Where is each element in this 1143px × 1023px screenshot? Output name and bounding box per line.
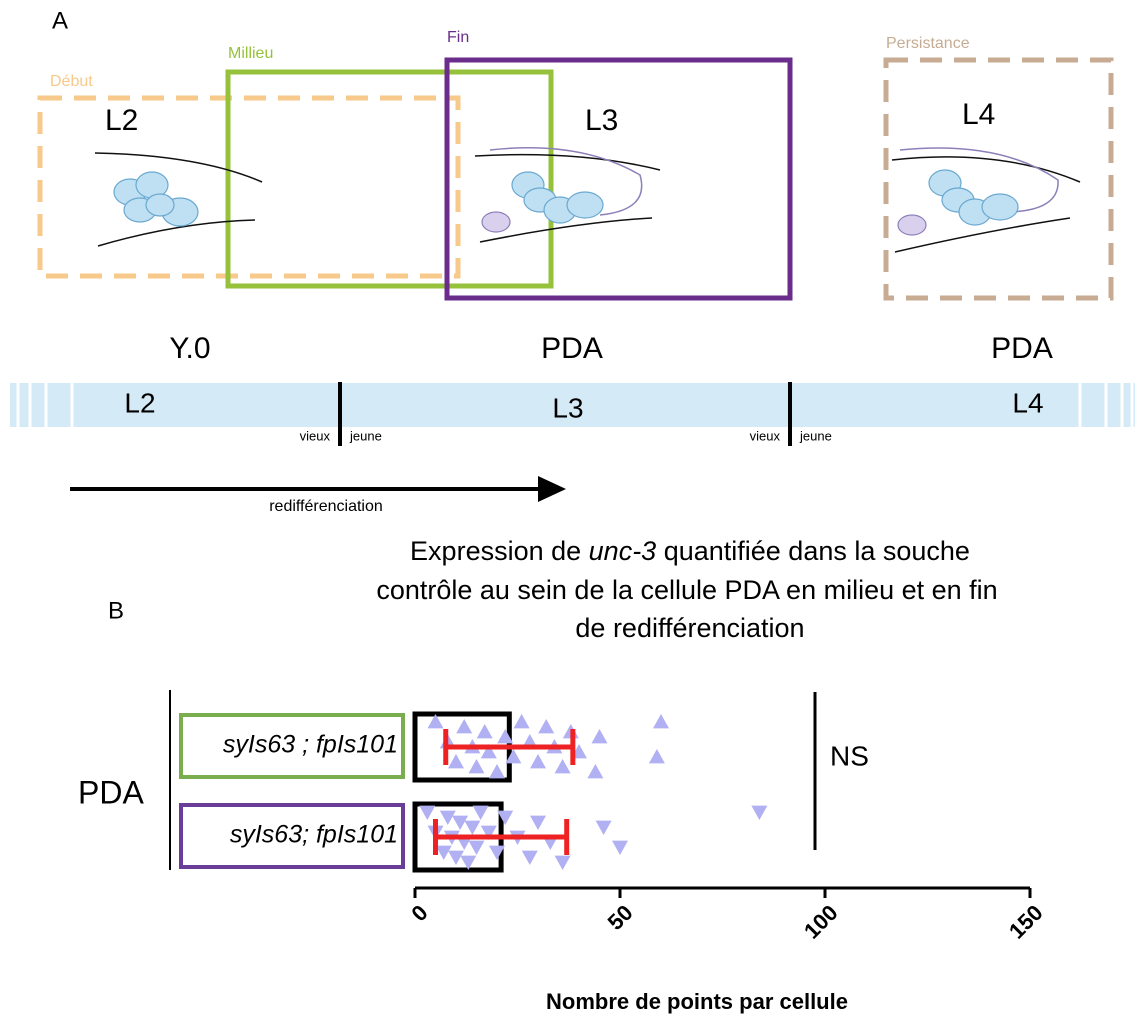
chart-title: contrôle au sein de la cellule PDA en mi… xyxy=(376,575,997,605)
stage-label: L4 xyxy=(962,98,995,131)
data-point xyxy=(448,850,464,865)
data-point xyxy=(472,805,489,820)
box-label: Début xyxy=(50,73,93,90)
data-point xyxy=(497,729,514,744)
box-debut xyxy=(37,95,461,279)
cell-cluster xyxy=(113,169,1019,227)
arrow-head xyxy=(538,476,566,502)
data-point xyxy=(460,855,477,870)
data-point xyxy=(476,724,493,739)
data-point xyxy=(554,855,571,870)
data-point xyxy=(587,764,604,779)
cell-label: Y.0 xyxy=(169,332,210,365)
chart-title: de redifférenciation xyxy=(575,613,804,643)
group-label: PDA xyxy=(78,774,144,810)
data-point xyxy=(505,749,522,764)
x-tick-label: 150 xyxy=(1004,900,1048,944)
data-point xyxy=(648,749,665,764)
box-persistance xyxy=(883,57,1114,301)
data-point xyxy=(448,754,464,769)
data-point xyxy=(419,805,436,820)
title-part: Expression de xyxy=(410,536,589,566)
pda-cell xyxy=(481,211,927,236)
data-point xyxy=(489,764,505,779)
box-label: Fin xyxy=(447,29,469,46)
category-label: syIs63 ; fpIs101 xyxy=(223,731,398,759)
title-part: unc-3 xyxy=(589,536,657,566)
data-point xyxy=(751,805,768,820)
x-tick-label: 100 xyxy=(799,900,843,944)
data-point xyxy=(612,840,628,855)
data-point xyxy=(468,840,485,855)
timeline-mark: vieux xyxy=(750,428,781,443)
data-point xyxy=(530,754,546,769)
timeline-stage: L4 xyxy=(1012,387,1043,418)
stage-label: L2 xyxy=(105,104,138,137)
worm-sketch xyxy=(94,147,1081,253)
box-fin xyxy=(444,57,793,301)
data-point xyxy=(513,714,530,729)
data-point xyxy=(489,845,505,860)
data-point xyxy=(468,759,485,774)
category-box xyxy=(179,803,405,869)
panel-label: A xyxy=(52,7,68,34)
timeline-stripes xyxy=(16,383,1134,427)
data-point xyxy=(480,825,497,840)
data-point xyxy=(521,850,538,865)
data-point xyxy=(464,820,481,835)
cell-label: PDA xyxy=(541,332,603,365)
timeline-mark: jeune xyxy=(799,428,832,443)
cell-label: PDA xyxy=(991,332,1053,365)
annotation: NS xyxy=(830,740,869,771)
x-tick-label: 50 xyxy=(603,900,638,935)
box-label: Millieu xyxy=(228,45,273,62)
panel-label: B xyxy=(108,597,124,624)
data-point xyxy=(497,810,514,825)
data-point xyxy=(538,719,555,734)
arrow-label: redifférenciation xyxy=(269,498,383,515)
title-part: quantifiée dans la souche xyxy=(656,536,970,566)
data-point xyxy=(530,815,546,830)
box-milieu xyxy=(225,69,554,289)
timeline xyxy=(10,383,1135,427)
x-axis-title: Nombre de points par cellule xyxy=(546,989,848,1014)
category-box xyxy=(179,713,405,779)
chart-title: Expression de unc-3 quantifiée dans la s… xyxy=(410,536,970,566)
data-point xyxy=(595,820,612,835)
data-point xyxy=(554,759,571,774)
data-point xyxy=(653,714,669,729)
box-label: Persistance xyxy=(886,35,970,52)
data-point xyxy=(439,810,456,825)
data-point xyxy=(591,729,608,744)
data-point xyxy=(452,815,469,830)
timeline-stage: L2 xyxy=(124,387,155,418)
timeline-mark: vieux xyxy=(300,428,331,443)
data-point xyxy=(480,744,497,759)
stage-label: L3 xyxy=(585,104,618,137)
plot: 0 50 100 150 syIs63 ; fpIs101 syIs63; fpIs101 xyxy=(179,711,1048,944)
data-point xyxy=(427,714,444,729)
category-label: syIs63; fpIs101 xyxy=(230,821,398,849)
timeline-mark: jeune xyxy=(349,428,382,443)
data-point xyxy=(456,719,473,734)
x-tick-label: 0 xyxy=(406,900,432,926)
data-point xyxy=(435,845,452,860)
timeline-stage: L3 xyxy=(552,392,583,423)
